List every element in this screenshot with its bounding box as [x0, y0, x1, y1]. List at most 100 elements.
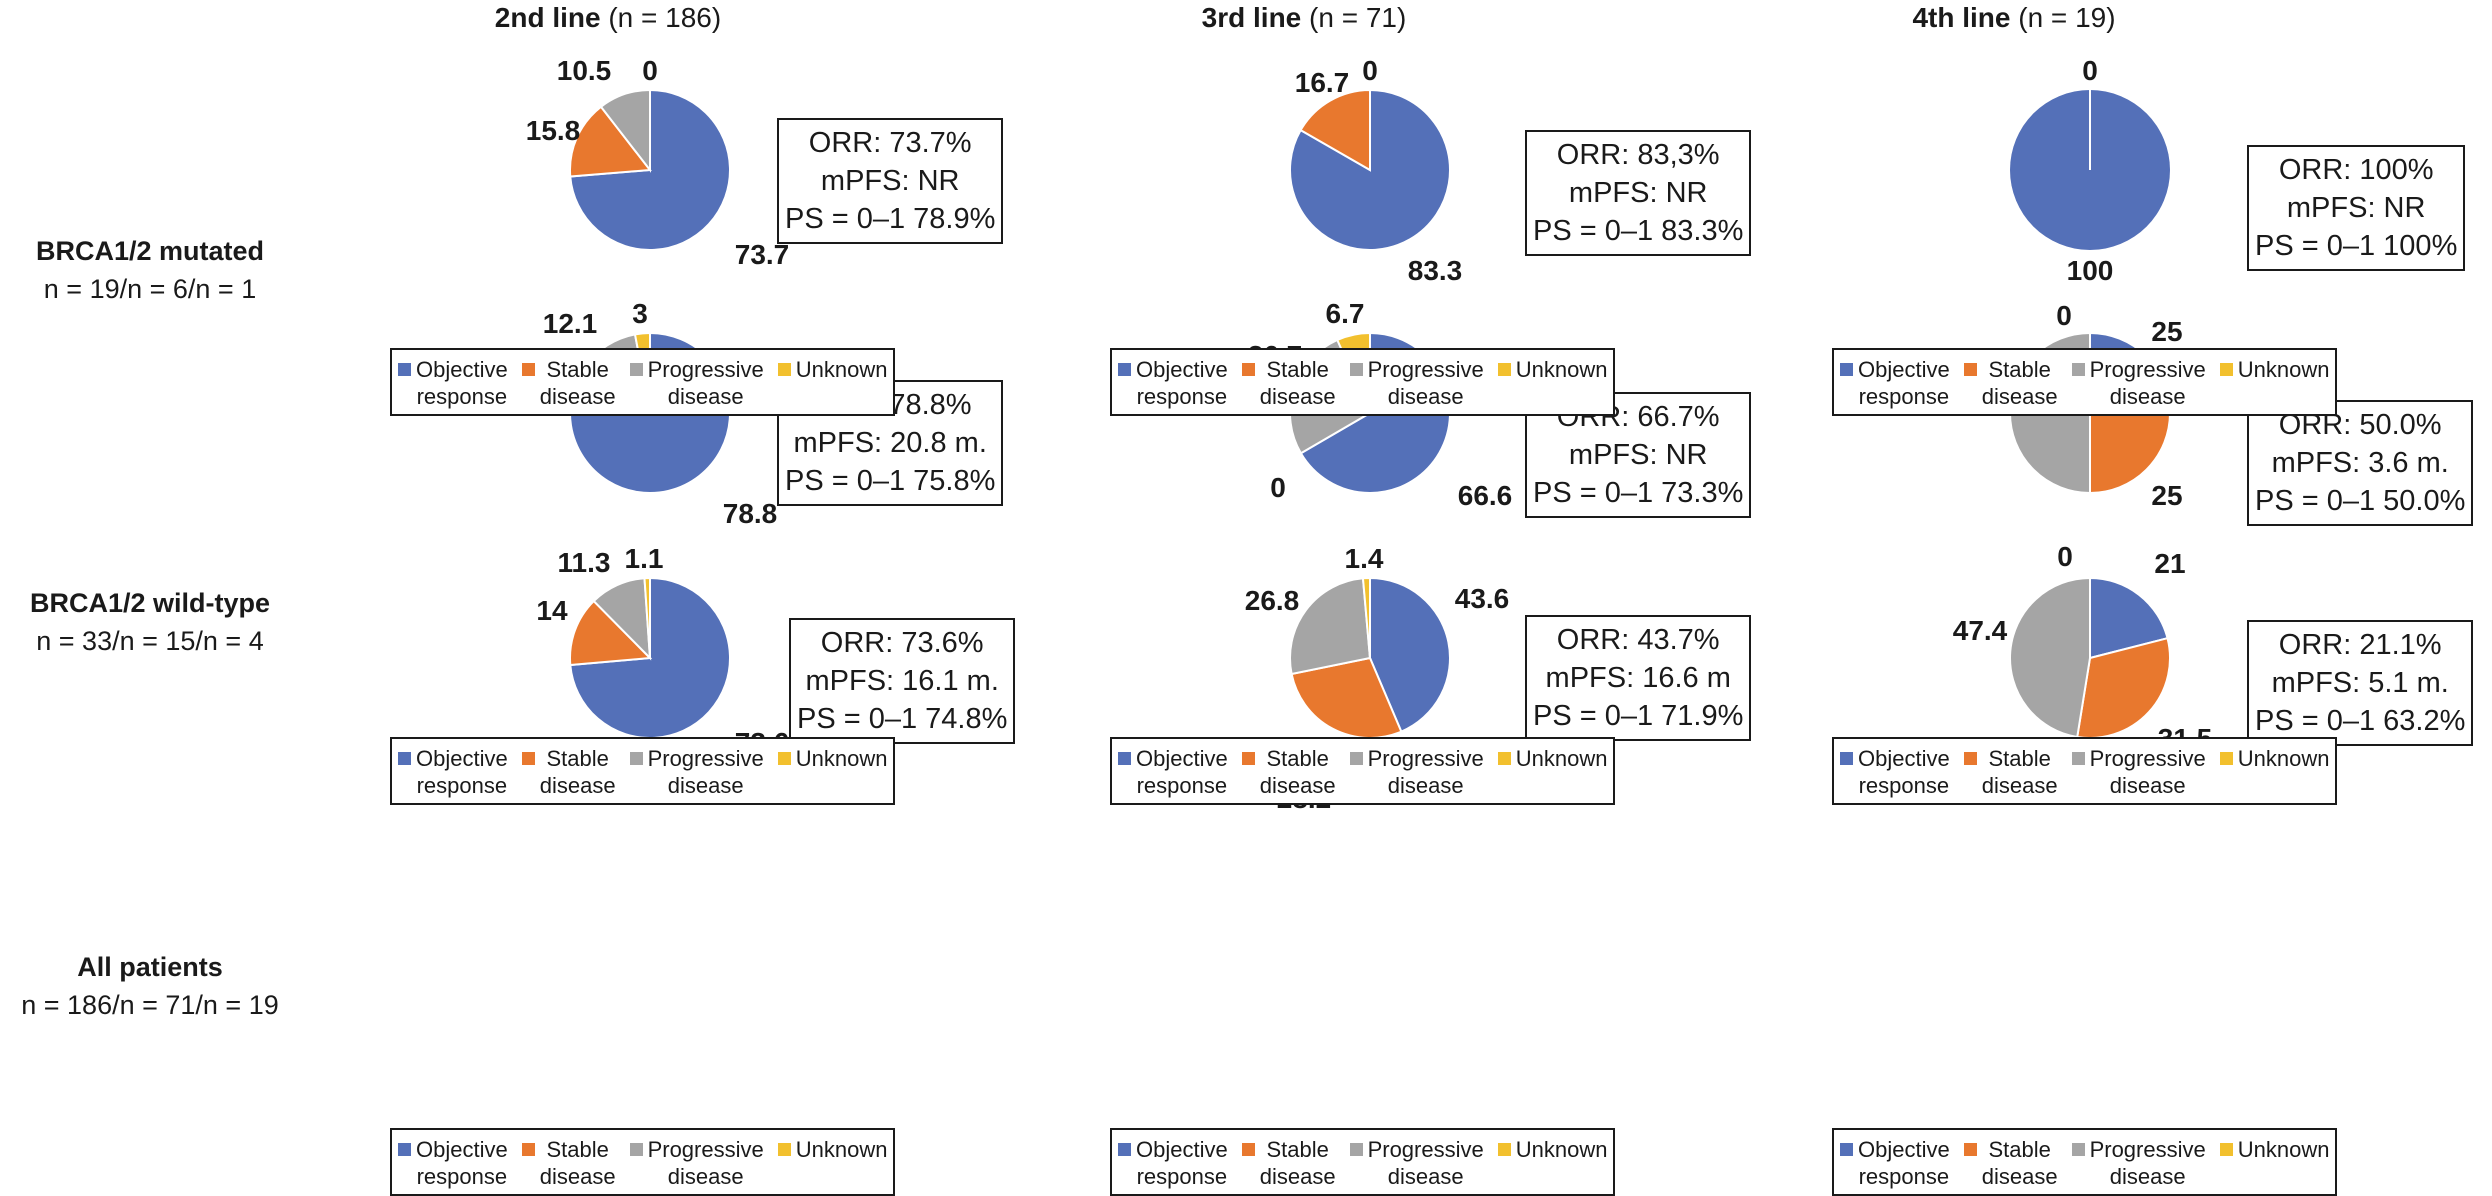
legend-label: Unknown: [2238, 1136, 2330, 1163]
legend-label: Progressive disease: [2090, 1136, 2206, 1190]
legend-label: Objective response: [416, 745, 508, 799]
legend-label: Stable disease: [1982, 356, 2058, 410]
legend-label-line: Unknown: [1515, 1137, 1608, 1162]
legend-label-line: Objective: [416, 357, 508, 382]
pie-value-label: 11.3: [558, 547, 611, 578]
legend-swatch: [1118, 363, 1131, 376]
column-n: (n = 71): [1309, 2, 1407, 33]
ps-value: PS = 0–1 75.8%: [785, 465, 996, 497]
chart-legend: Objective response Stable disease Progressiv…: [1832, 737, 2338, 805]
legend-label: Unknown: [1516, 1136, 1608, 1163]
legend-label-line: response: [1136, 384, 1228, 409]
legend-item-objective-response: Objective response: [1840, 1136, 1950, 1190]
legend-swatch: [1963, 1143, 1977, 1156]
pie-value-label: 78.8: [723, 498, 778, 529]
legend-label-line: Objective: [416, 1137, 508, 1162]
legend-label-line: disease: [667, 1164, 744, 1189]
legend-label: Progressive disease: [648, 1136, 764, 1190]
legend-swatch: [1349, 363, 1363, 376]
legend-label-line: response: [1858, 1164, 1950, 1189]
legend-label-line: disease: [539, 384, 616, 409]
legend-label: Stable disease: [1260, 1136, 1336, 1190]
legend-item-objective-response: Objective response: [1840, 745, 1950, 799]
legend-swatch: [1241, 752, 1255, 765]
legend-label-line: Progressive: [2089, 746, 2206, 771]
stats-box: ORR: 21.1% mPFS: 5.1 m. PS = 0–1 63.2%: [2247, 620, 2474, 746]
legend-label-line: Progressive: [1367, 746, 1484, 771]
orr-value: ORR: 73.7%: [808, 127, 972, 159]
legend-label: Unknown: [1516, 745, 1608, 772]
row-n: n = 33/n = 15/n = 4: [36, 626, 264, 656]
legend-item-unknown: Unknown: [777, 356, 888, 383]
chart-legend: Objective response Stable disease Progressiv…: [1110, 1128, 1616, 1196]
pie-value-label: 0: [1270, 472, 1286, 503]
ps-value: PS = 0–1 63.2%: [2255, 705, 2466, 737]
legend-label-line: response: [1136, 773, 1228, 798]
legend-label-line: disease: [1259, 384, 1336, 409]
pie-chart: 100 0: [2010, 55, 2170, 286]
legend-label-line: Progressive: [1367, 1137, 1484, 1162]
legend-label-line: Unknown: [2237, 1137, 2330, 1162]
legend-swatch: [398, 752, 411, 765]
legend-label: Stable disease: [540, 356, 616, 410]
pie-slice-stable-disease: [2089, 412, 2172, 495]
legend-label-line: disease: [1981, 384, 2058, 409]
legend-label-line: disease: [539, 1164, 616, 1189]
legend-swatch: [629, 1143, 643, 1156]
legend-label-line: response: [416, 1164, 508, 1189]
legend-swatch: [1349, 752, 1363, 765]
stats-box: ORR: 73.6% mPFS: 16.1 m. PS = 0–1 74.8%: [789, 618, 1016, 744]
legend-item-progressive-disease: Progressive disease: [2071, 745, 2206, 799]
legend-label-line: Stable: [546, 1137, 609, 1162]
row-n: n = 19/n = 6/n = 1: [43, 274, 257, 304]
pie-value-label: 0: [2056, 300, 2072, 331]
ps-value: PS = 0–1 74.8%: [797, 703, 1008, 735]
orr-value: ORR: 43.7%: [1556, 624, 1720, 656]
legend-label: Unknown: [796, 1136, 888, 1163]
mpfs-value: mPFS: NR: [820, 165, 960, 197]
legend-label: Stable disease: [1982, 1136, 2058, 1190]
legend-label-line: Stable: [1266, 1137, 1329, 1162]
pie-value-label: 14: [536, 595, 568, 626]
legend-label-line: disease: [1981, 773, 2058, 798]
legend-label-line: Unknown: [1515, 357, 1608, 382]
legend-label: Unknown: [1516, 356, 1608, 383]
legend-swatch: [521, 1143, 535, 1156]
orr-value: ORR: 73.6%: [820, 627, 984, 659]
legend-label-line: Objective: [1858, 357, 1950, 382]
legend-label: Progressive disease: [2090, 356, 2206, 410]
legend-label-line: disease: [539, 773, 616, 798]
stats-box: ORR: 83,3% mPFS: NR PS = 0–1 83.3%: [1525, 130, 1752, 256]
column-header: 3rd line (n = 71): [1202, 2, 1407, 34]
pie-value-label: 1.4: [1345, 543, 1384, 574]
legend-label: Stable disease: [1260, 356, 1336, 410]
pie-value-label: 21: [2154, 548, 2185, 579]
pie-value-label: 16.7: [1295, 67, 1350, 98]
legend-label: Progressive disease: [1368, 745, 1484, 799]
legend-label: Stable disease: [540, 745, 616, 799]
row-label: BRCA1/2 wild-type n = 33/n = 15/n = 4: [0, 584, 330, 660]
row-title: BRCA1/2 mutated: [35, 236, 265, 266]
legend-label-line: Progressive: [2089, 357, 2206, 382]
legend-label: Objective response: [1136, 745, 1228, 799]
legend-item-objective-response: Objective response: [398, 1136, 508, 1190]
legend-label: Unknown: [796, 356, 888, 383]
legend-label: Progressive disease: [1368, 1136, 1484, 1190]
ps-value: PS = 0–1 83.3%: [1533, 215, 1744, 247]
pie-slice-unknown: [1361, 576, 1371, 659]
stats-box: ORR: 100% mPFS: NR PS = 0–1 100%: [2247, 145, 2466, 271]
legend-swatch: [1840, 1143, 1853, 1156]
pie-value-label: 15.8: [526, 115, 581, 146]
pie-slice-stable-disease: [1299, 88, 1371, 172]
legend-label: Progressive disease: [648, 356, 764, 410]
pie-value-label: 0: [2082, 55, 2098, 86]
legend-swatch: [521, 363, 535, 376]
legend-label: Unknown: [2238, 356, 2330, 383]
legend-swatch: [2219, 752, 2233, 765]
legend-swatch: [1118, 752, 1131, 765]
pie-chart: 83.3 16.7 0: [1289, 55, 1462, 286]
legend-swatch: [2071, 752, 2085, 765]
legend-label: Unknown: [2238, 745, 2330, 772]
legend-label-line: response: [1136, 1164, 1228, 1189]
legend-label: Objective response: [1136, 1136, 1228, 1190]
